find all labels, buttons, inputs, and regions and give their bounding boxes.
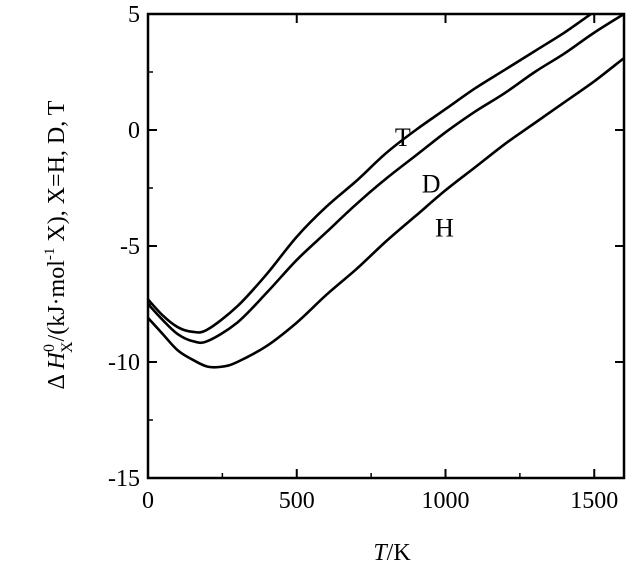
x-tick-label: 500 <box>279 488 315 514</box>
series-label-t: T <box>395 123 411 152</box>
y-tick-label: -15 <box>108 466 140 492</box>
y-axis-title-delta: Δ <box>44 374 70 389</box>
y-axis-title-rest1: /(kJ·mol <box>44 260 70 342</box>
x-axis-title-unit: /K <box>387 540 412 566</box>
series-line-h <box>148 57 624 369</box>
y-axis-title-sub: X <box>59 341 76 353</box>
y-axis-title-sup: 0 <box>41 344 58 352</box>
axes: 0 500 1000 1500 5 0 -5 -10 -15 <box>108 2 626 514</box>
series-line-d <box>148 14 624 345</box>
x-tick-label: 1500 <box>570 488 618 514</box>
y-tick-label: -5 <box>120 234 140 260</box>
y-axis-title: Δ H0X/(kJ·mol-1 X), X=H, D, T <box>41 100 76 389</box>
series-line-t <box>148 14 594 334</box>
y-tick-label: -10 <box>108 350 140 376</box>
x-axis-title-var: T <box>373 540 388 566</box>
y-tick-label: 5 <box>128 2 140 28</box>
series-label-h: H <box>435 214 454 243</box>
plot-frame <box>146 12 626 480</box>
y-axis-title-h: H <box>44 350 70 370</box>
y-tick-label: 0 <box>128 118 140 144</box>
y-axis-title-exp: -1 <box>42 248 58 261</box>
series-label-d: D <box>422 170 441 199</box>
y-axis-title-rest2: X), X=H, D, T <box>44 100 70 247</box>
x-axis-title: T/K <box>373 540 411 566</box>
series-lines <box>148 14 624 369</box>
x-tick-label: 0 <box>142 488 154 514</box>
series-labels: TDH <box>395 123 454 242</box>
x-tick-label: 1000 <box>422 488 470 514</box>
